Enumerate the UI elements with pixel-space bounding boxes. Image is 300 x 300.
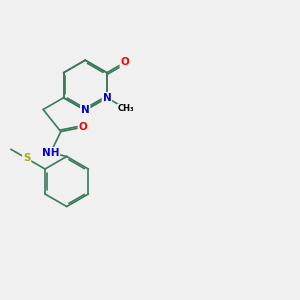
Text: N: N — [103, 93, 111, 103]
Text: O: O — [120, 57, 129, 68]
Text: O: O — [79, 122, 87, 132]
Text: NH: NH — [42, 148, 59, 158]
Text: S: S — [23, 153, 30, 164]
Text: CH₃: CH₃ — [118, 104, 134, 113]
Text: N: N — [81, 105, 90, 115]
